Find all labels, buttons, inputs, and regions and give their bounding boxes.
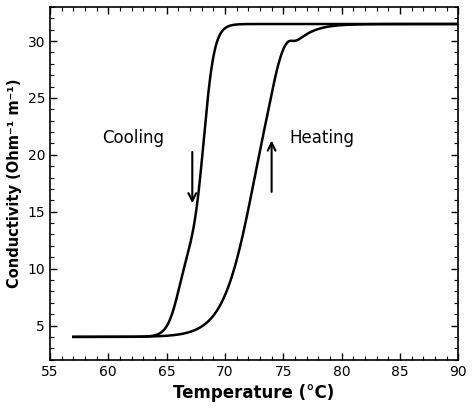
Y-axis label: Conductivity (Ohm⁻¹ m⁻¹): Conductivity (Ohm⁻¹ m⁻¹) xyxy=(7,79,22,288)
Text: Cooling: Cooling xyxy=(102,129,164,147)
Text: Heating: Heating xyxy=(289,129,354,147)
X-axis label: Temperature (°C): Temperature (°C) xyxy=(173,384,335,402)
